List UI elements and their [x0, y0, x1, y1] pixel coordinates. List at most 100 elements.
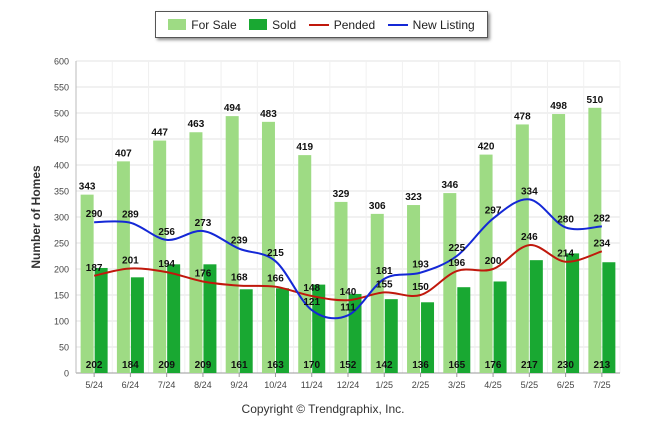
- x-tick-label: 3/25: [448, 380, 466, 390]
- x-tick-label: 8/24: [194, 380, 212, 390]
- data-label-for-sale: 463: [188, 119, 205, 130]
- data-label-sold: 202: [86, 360, 103, 371]
- data-labels: 343 202 407 184 447 209 463 209 494 161 483 163 419 1…: [79, 95, 611, 371]
- data-label-for-sale: 407: [115, 148, 132, 159]
- data-label-sold: 184: [122, 360, 139, 371]
- data-label-pended: 148: [303, 283, 320, 294]
- data-label-for-sale: 510: [587, 95, 604, 106]
- data-label-pended: 155: [376, 279, 393, 290]
- legend-label: For Sale: [191, 17, 237, 32]
- bars: [80, 107, 616, 374]
- bar-sold: [275, 288, 289, 373]
- data-label-for-sale: 323: [405, 192, 422, 203]
- y-tick-label: 150: [54, 291, 69, 301]
- bar-sold: [167, 264, 181, 373]
- y-tick-label: 300: [54, 213, 69, 223]
- data-label-sold: 163: [267, 360, 284, 371]
- bar-sold: [239, 289, 253, 373]
- bar-for-sale: [443, 193, 457, 373]
- data-label-for-sale: 420: [478, 142, 495, 153]
- y-axis: 0 50 100 150 200 250 300 350 400 450 500 550 600: [54, 57, 69, 379]
- data-label-new-listing: 239: [231, 236, 248, 247]
- y-tick-label: 450: [54, 135, 69, 145]
- data-label-pended: 176: [195, 268, 212, 279]
- data-label-for-sale: 419: [296, 142, 313, 153]
- grid: [75, 60, 621, 374]
- bar-sold: [384, 299, 398, 373]
- x-tick-label: 5/25: [521, 380, 539, 390]
- bar-for-sale: [479, 154, 493, 373]
- legend-item-sold: Sold: [249, 18, 296, 32]
- line-pended: [93, 244, 603, 302]
- x-tick-label: 11/24: [301, 380, 323, 390]
- lines: [93, 198, 603, 320]
- data-label-new-listing: 256: [158, 227, 175, 238]
- y-tick-label: 0: [64, 369, 69, 379]
- legend-swatch: [308, 23, 329, 26]
- data-label-for-sale: 498: [550, 101, 567, 112]
- bar-sold: [602, 262, 616, 373]
- data-label-sold: 230: [557, 360, 574, 371]
- y-axis-label: Number of Homes: [29, 165, 43, 269]
- data-label-new-listing: 193: [412, 260, 429, 271]
- bar-sold: [493, 281, 507, 373]
- bar-sold: [529, 260, 543, 373]
- data-label-new-listing: 121: [303, 297, 320, 308]
- legend-item-for-sale: For Sale: [168, 17, 237, 32]
- legend-item-new-listing: New Listing: [387, 17, 475, 32]
- data-label-for-sale: 483: [260, 109, 277, 120]
- bar-sold: [457, 287, 471, 373]
- y-tick-label: 400: [54, 161, 69, 171]
- data-label-for-sale: 329: [333, 189, 350, 200]
- copyright-text: Copyright © Trendgraphix, Inc.: [241, 402, 405, 416]
- legend: For Sale Sold Pended New Listing: [155, 11, 488, 38]
- bar-for-sale: [153, 140, 167, 373]
- data-label-new-listing: 297: [485, 206, 502, 217]
- data-label-pended: 150: [412, 282, 429, 293]
- y-tick-label: 350: [54, 187, 69, 197]
- data-label-pended: 187: [86, 263, 103, 274]
- x-axis: 5/24 6/24 7/24 8/24 9/24 10/24 11/24 12/24 1/25 2…: [85, 373, 611, 390]
- data-label-for-sale: 478: [514, 111, 531, 122]
- bar-sold: [203, 264, 217, 373]
- legend-swatch: [387, 23, 408, 26]
- data-label-new-listing: 215: [267, 248, 284, 259]
- data-label-sold: 217: [521, 360, 538, 371]
- x-tick-label: 9/24: [230, 380, 248, 390]
- data-label-sold: 213: [594, 360, 611, 371]
- legend-label: Pended: [333, 17, 376, 32]
- legend-item-pended: Pended: [308, 17, 376, 32]
- x-tick-label: 10/24: [264, 380, 287, 390]
- data-label-pended: 234: [594, 238, 611, 249]
- x-tick-label: 7/24: [158, 380, 176, 390]
- bar-for-sale: [588, 107, 602, 374]
- data-label-new-listing: 289: [122, 210, 139, 221]
- x-tick-label: 12/24: [337, 380, 360, 390]
- x-tick-label: 5/24: [85, 380, 103, 390]
- data-label-sold: 176: [485, 360, 502, 371]
- y-tick-label: 600: [54, 57, 69, 67]
- data-label-new-listing: 181: [376, 266, 393, 277]
- bar-for-sale: [298, 155, 312, 373]
- data-label-pended: 196: [448, 258, 465, 269]
- data-label-for-sale: 306: [369, 201, 386, 212]
- data-label-new-listing: 282: [594, 213, 611, 224]
- data-label-new-listing: 290: [86, 209, 103, 220]
- bar-for-sale: [116, 161, 130, 373]
- data-label-sold: 161: [231, 360, 248, 371]
- line-new-listing: [94, 198, 602, 320]
- bar-for-sale: [334, 201, 348, 373]
- data-label-for-sale: 494: [224, 103, 241, 114]
- data-label-for-sale: 346: [441, 180, 458, 191]
- data-label-sold: 152: [340, 360, 357, 371]
- data-label-pended: 201: [122, 255, 139, 266]
- data-label-pended: 214: [557, 249, 574, 260]
- y-tick-label: 550: [54, 83, 69, 93]
- x-tick-label: 6/25: [557, 380, 575, 390]
- data-label-pended: 166: [267, 274, 284, 285]
- bar-sold: [421, 302, 435, 373]
- x-tick-label: 4/25: [484, 380, 502, 390]
- legend-label: New Listing: [412, 17, 475, 32]
- data-label-new-listing: 273: [195, 218, 212, 229]
